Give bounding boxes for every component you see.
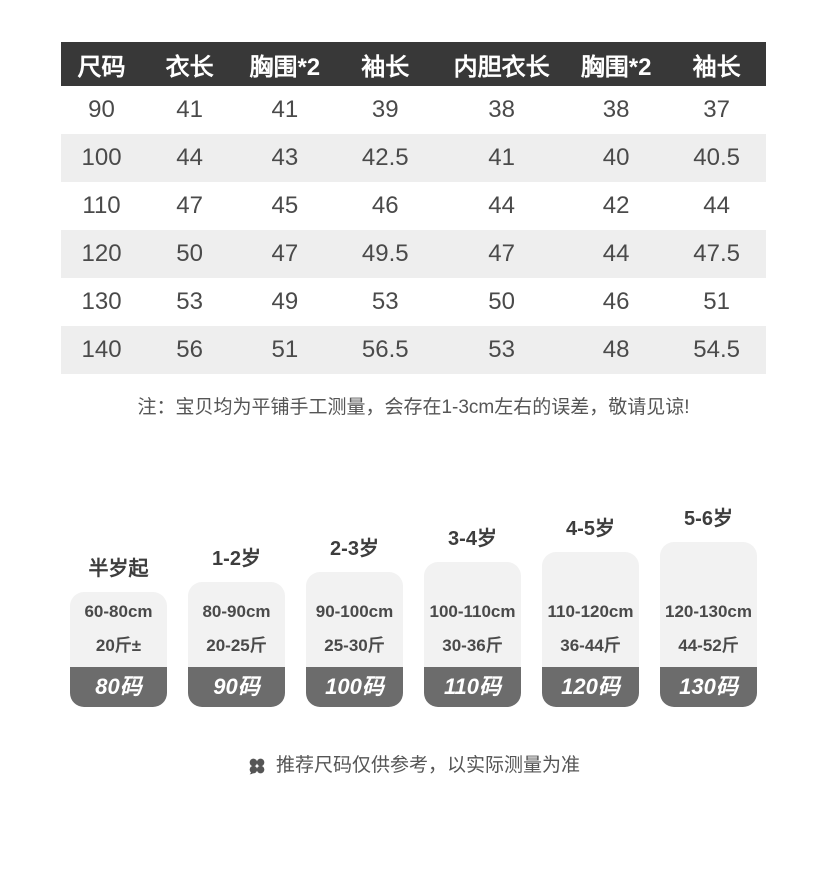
table-cell: 42.5 <box>361 144 409 171</box>
age-label: 3-4岁 <box>448 528 497 550</box>
table-cell: 38 <box>602 96 630 123</box>
size-reco-column-130: 5-6岁 120-130cm 44-52斤 130码 <box>660 506 757 707</box>
size-measurement-table: 尺码 衣长 胸围*2 袖长 内胆衣长 胸围*2 袖长 90 41 41 39 3… <box>61 42 766 374</box>
table-cell: 140 <box>81 336 122 363</box>
table-row: 140 56 51 56.5 53 48 54.5 <box>61 326 766 374</box>
column-header-size: 尺码 <box>61 42 143 86</box>
table-cell: 50 <box>176 240 203 267</box>
reco-card: 80-90cm 20-25斤 <box>188 582 285 667</box>
table-row: 130 53 49 53 50 46 51 <box>61 278 766 326</box>
size-code-badge: 130码 <box>660 667 757 707</box>
height-range: 90-100cm <box>315 602 394 621</box>
measurement-note: 注：宝贝均为平铺手工测量，会存在1-3cm左右的误差，敬请见谅! <box>137 397 690 418</box>
reco-card: 90-100cm 25-30斤 <box>306 572 403 667</box>
height-range: 100-110cm <box>429 602 516 621</box>
size-code-badge: 120码 <box>542 667 639 707</box>
reco-card: 100-110cm 30-36斤 <box>424 562 521 667</box>
recommendation-footnote: 推荐尺码仅供参考，以实际测量为准 <box>0 753 827 779</box>
size-code-badge: 90码 <box>188 667 285 707</box>
table-cell: 41 <box>176 96 203 123</box>
table-cell: 50 <box>488 288 515 315</box>
table-cell: 47 <box>488 240 515 267</box>
table-cell: 54.5 <box>693 336 740 363</box>
table-cell: 53 <box>176 288 203 315</box>
size-code-badge: 80码 <box>70 667 167 707</box>
table-cell: 120 <box>81 240 122 267</box>
table-cell: 41 <box>488 144 515 171</box>
table-cell: 38 <box>488 96 515 123</box>
column-header-liner-chest: 胸围*2 <box>565 42 668 86</box>
table-cell: 47 <box>271 240 299 267</box>
weight-range: 20-25斤 <box>206 636 267 655</box>
table-cell: 44 <box>176 144 203 171</box>
table-header-row: 尺码 衣长 胸围*2 袖长 内胆衣长 胸围*2 袖长 <box>61 42 766 86</box>
size-reco-column-100: 2-3岁 90-100cm 25-30斤 100码 <box>306 536 403 707</box>
column-header-liner-sleeve: 袖长 <box>667 42 766 86</box>
table-cell: 44 <box>703 192 730 219</box>
table-cell: 49.5 <box>361 240 409 267</box>
table-cell: 42 <box>602 192 630 219</box>
height-range: 80-90cm <box>202 602 271 621</box>
table-cell: 47.5 <box>693 240 740 267</box>
age-label: 半岁起 <box>88 558 149 580</box>
size-reco-column-90: 1-2岁 80-90cm 20-25斤 90码 <box>188 546 285 707</box>
table-cell: 51 <box>703 288 730 315</box>
recommendation-footnote-text: 推荐尺码仅供参考，以实际测量为准 <box>275 755 580 776</box>
table-cell: 53 <box>371 288 399 315</box>
table-cell: 45 <box>271 192 299 219</box>
age-label: 2-3岁 <box>330 538 379 560</box>
table-cell: 41 <box>271 96 299 123</box>
table-cell: 51 <box>271 336 299 363</box>
table-cell: 110 <box>82 192 121 219</box>
table-cell: 56 <box>176 336 203 363</box>
table-cell: 43 <box>271 144 299 171</box>
table-cell: 90 <box>88 96 115 123</box>
weight-range: 25-30斤 <box>324 636 385 655</box>
column-header-chest: 胸围*2 <box>237 42 333 86</box>
table-row: 120 50 47 49.5 47 44 47.5 <box>61 230 766 278</box>
table-cell: 48 <box>602 336 630 363</box>
table-cell: 40 <box>602 144 630 171</box>
table-cell: 40.5 <box>693 144 740 171</box>
table-cell: 46 <box>602 288 630 315</box>
table-row: 90 41 41 39 38 38 37 <box>61 86 766 134</box>
age-label: 1-2岁 <box>212 548 261 570</box>
size-reco-column-110: 3-4岁 100-110cm 30-36斤 110码 <box>424 526 521 707</box>
reco-card: 60-80cm 20斤± <box>70 592 167 667</box>
table-cell: 44 <box>488 192 515 219</box>
age-label: 4-5岁 <box>566 518 615 540</box>
size-code-badge: 110码 <box>424 667 521 707</box>
table-row: 100 44 43 42.5 41 40 40.5 <box>61 134 766 182</box>
height-range: 110-120cm <box>547 602 634 621</box>
size-recommendation-chart: 半岁起 60-80cm 20斤± 80码 1-2岁 80-90cm 20-25斤… <box>0 506 827 707</box>
reco-card: 120-130cm 44-52斤 <box>660 542 757 667</box>
weight-range: 36-44斤 <box>560 636 621 655</box>
table-cell: 46 <box>371 192 399 219</box>
table-cell: 100 <box>81 144 122 171</box>
table-row: 110 47 45 46 44 42 44 <box>61 182 766 230</box>
age-label: 5-6岁 <box>684 508 733 530</box>
clover-icon <box>249 758 265 775</box>
table-cell: 56.5 <box>361 336 409 363</box>
size-reco-column-120: 4-5岁 110-120cm 36-44斤 120码 <box>542 516 639 707</box>
height-range: 120-130cm <box>665 602 752 621</box>
weight-range: 20斤± <box>95 636 142 655</box>
size-code-badge: 100码 <box>306 667 403 707</box>
size-reco-column-80: 半岁起 60-80cm 20斤± 80码 <box>70 556 167 707</box>
weight-range: 44-52斤 <box>678 636 739 655</box>
column-header-sleeve-length: 袖长 <box>332 42 439 86</box>
height-range: 60-80cm <box>84 602 153 621</box>
table-cell: 47 <box>176 192 203 219</box>
table-cell: 53 <box>488 336 515 363</box>
table-cell: 49 <box>271 288 299 315</box>
weight-range: 30-36斤 <box>442 636 503 655</box>
table-cell: 44 <box>602 240 630 267</box>
table-cell: 39 <box>371 96 399 123</box>
column-header-garment-length: 衣长 <box>142 42 238 86</box>
column-header-liner-length: 内胆衣长 <box>438 42 566 86</box>
table-cell: 130 <box>81 288 122 315</box>
table-cell: 37 <box>703 96 730 123</box>
reco-card: 110-120cm 36-44斤 <box>542 552 639 667</box>
